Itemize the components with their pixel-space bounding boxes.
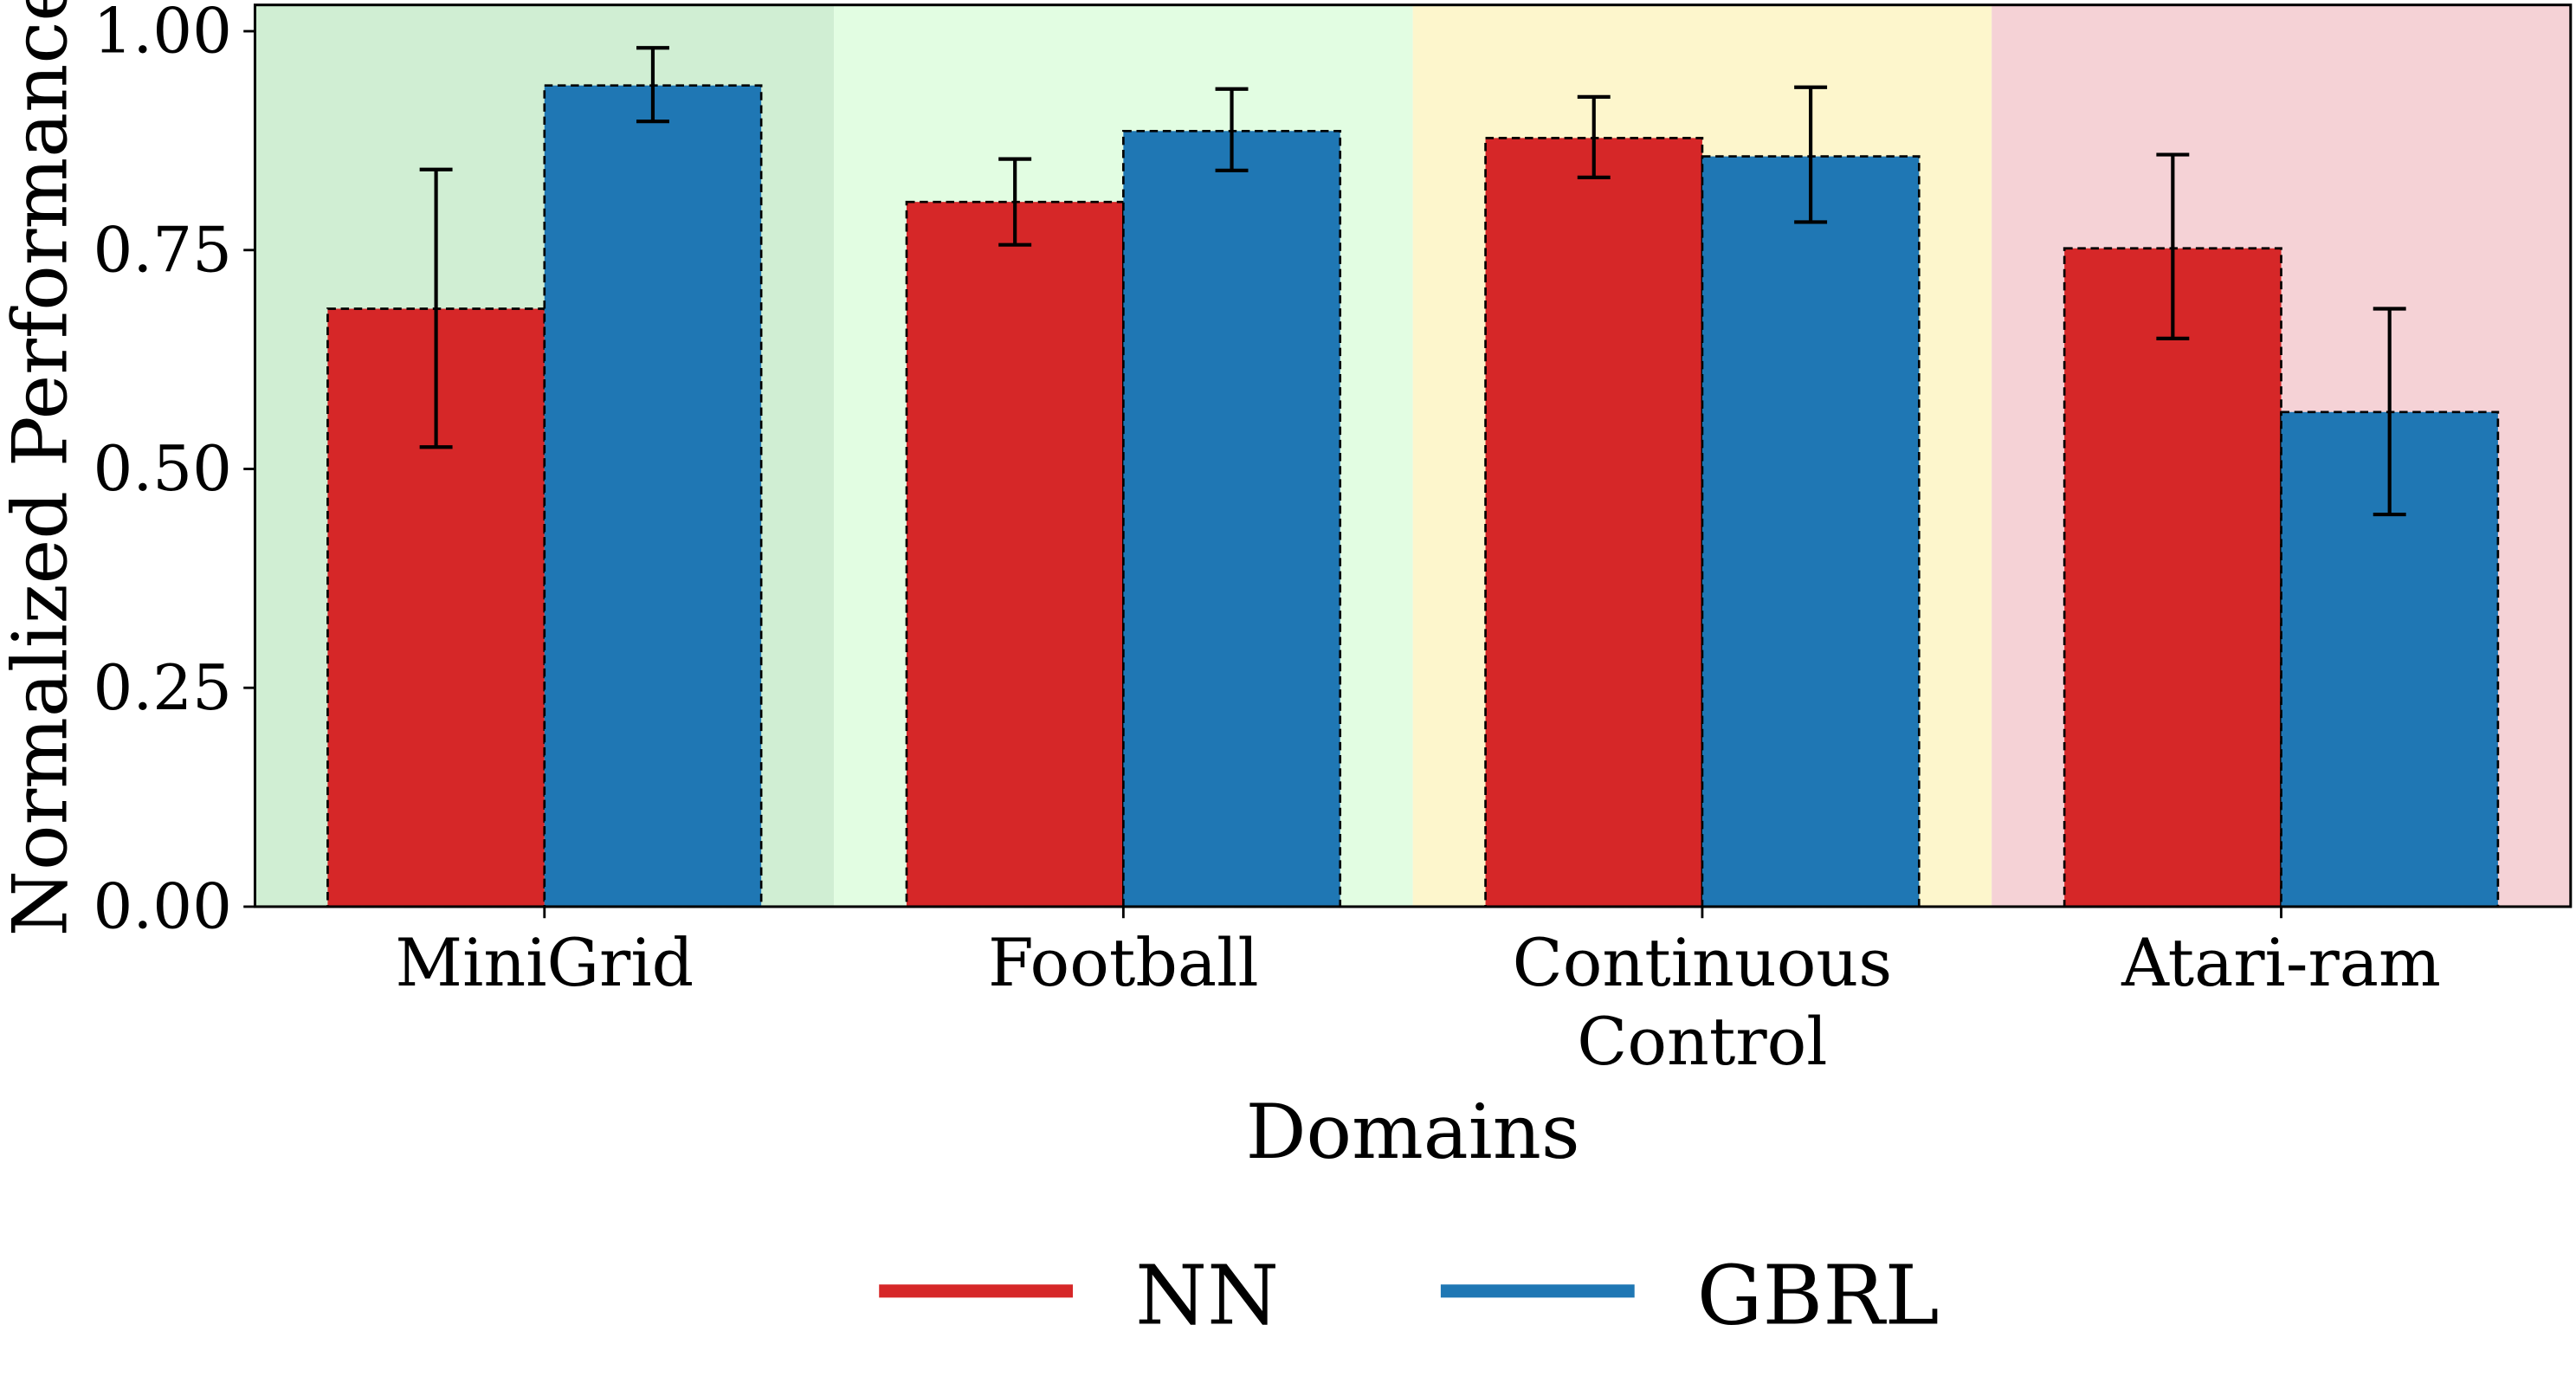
x-axis-label: Domains bbox=[1246, 1088, 1580, 1176]
y-tick-label: 0.75 bbox=[93, 213, 231, 286]
legend-label-nn: NN bbox=[1135, 1249, 1279, 1344]
bars bbox=[326, 84, 2500, 908]
bar-nn bbox=[1484, 137, 1704, 908]
bar-nn bbox=[2063, 247, 2282, 908]
error-bars bbox=[419, 46, 2406, 517]
bar-gbrl bbox=[1122, 129, 1342, 908]
y-tick-label: 0.00 bbox=[93, 870, 231, 943]
x-tick-label: Control bbox=[1577, 1004, 1827, 1080]
bar-gbrl bbox=[1701, 155, 1921, 908]
bar-nn bbox=[905, 200, 1125, 908]
y-tick-label: 1.00 bbox=[93, 0, 231, 68]
legend-label-gbrl: GBRL bbox=[1697, 1249, 1940, 1344]
y-axis: 0.00 0.25 0.50 0.75 1.00 bbox=[93, 0, 255, 943]
plot-frame bbox=[253, 3, 2573, 908]
legend: NN GBRL bbox=[879, 1249, 1940, 1344]
bar-gbrl bbox=[543, 84, 763, 908]
y-tick-label: 0.50 bbox=[93, 432, 231, 505]
x-tick-label: MiniGrid bbox=[395, 925, 694, 1001]
y-axis-label: Normalized Performance bbox=[0, 0, 84, 936]
x-tick-label: Football bbox=[988, 925, 1259, 1001]
x-tick-label: Continuous bbox=[1513, 925, 1892, 1001]
y-tick-label: 0.25 bbox=[93, 651, 231, 724]
x-tick-label: Atari-ram bbox=[2121, 925, 2441, 1001]
